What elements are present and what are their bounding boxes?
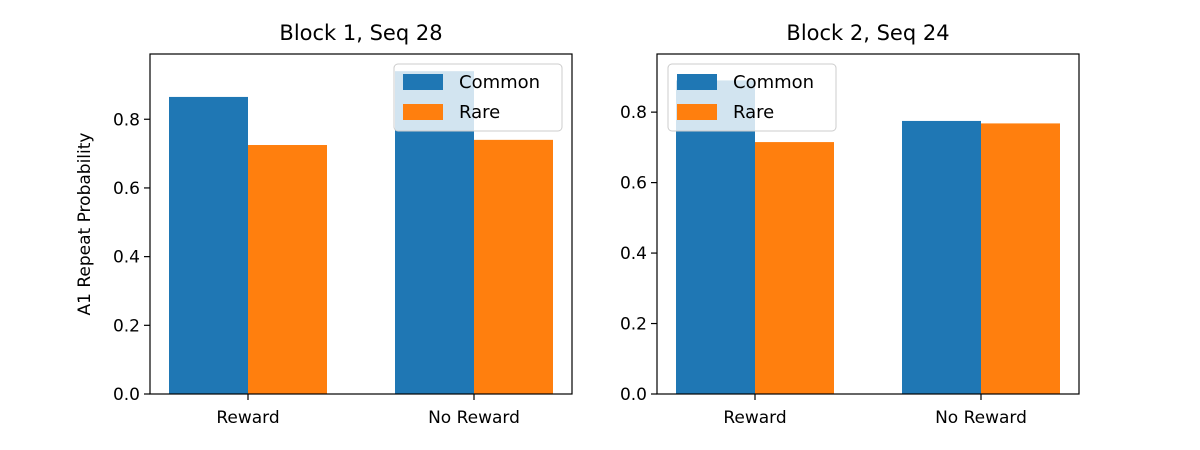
x-tick-label: No Reward bbox=[428, 408, 520, 428]
chart-title: Block 1, Seq 28 bbox=[279, 21, 442, 45]
bar-common-reward bbox=[169, 96, 248, 394]
legend-swatch-rare bbox=[677, 104, 717, 120]
chart-title: Block 2, Seq 24 bbox=[786, 21, 949, 45]
x-tick-label: No Reward bbox=[935, 408, 1027, 428]
legend-swatch-common bbox=[677, 74, 717, 90]
y-tick-label: 0.8 bbox=[113, 110, 140, 130]
chart-panel-1: 0.0 0.2 0.4 0.6 0.8 Reward No Reward Block 1, S… bbox=[75, 21, 573, 428]
chart-panel-2: 0.0 0.2 0.4 0.6 0.8 Reward No Reward Block 2, S… bbox=[620, 21, 1080, 428]
legend: Common Rare bbox=[393, 63, 563, 132]
y-tick-label: 0.4 bbox=[620, 244, 647, 264]
axes-frame bbox=[149, 53, 573, 395]
y-tick-label: 0.8 bbox=[620, 103, 647, 123]
legend-label-rare: Rare bbox=[459, 102, 500, 123]
bar-rare-reward bbox=[248, 145, 327, 394]
y-tick-label: 0.4 bbox=[113, 248, 140, 268]
y-tick-label: 0.0 bbox=[620, 385, 647, 405]
bar-rare-no-reward bbox=[981, 123, 1060, 394]
legend-label-common: Common bbox=[459, 72, 540, 93]
legend-swatch-rare bbox=[403, 104, 443, 120]
y-tick-label: 0.2 bbox=[620, 315, 647, 335]
legend-label-rare: Rare bbox=[733, 102, 774, 123]
y-tick-label: 0.6 bbox=[113, 179, 140, 199]
legend: Common Rare bbox=[667, 63, 837, 132]
bar-common-no-reward bbox=[902, 120, 981, 395]
bar-rare-reward bbox=[755, 142, 834, 394]
x-tick-label: Reward bbox=[216, 408, 279, 428]
x-tick-label: Reward bbox=[723, 408, 786, 428]
axes-frame bbox=[656, 53, 1080, 395]
bar-rare-no-reward bbox=[474, 139, 553, 394]
y-axis-label: A1 Repeat Probability bbox=[75, 133, 95, 316]
legend-swatch-common bbox=[403, 74, 443, 90]
y-tick-label: 0.2 bbox=[113, 316, 140, 336]
y-tick-label: 0.6 bbox=[620, 174, 647, 194]
bar-common-reward bbox=[676, 80, 755, 395]
y-tick-label: 0.0 bbox=[113, 385, 140, 405]
legend-label-common: Common bbox=[733, 72, 814, 93]
